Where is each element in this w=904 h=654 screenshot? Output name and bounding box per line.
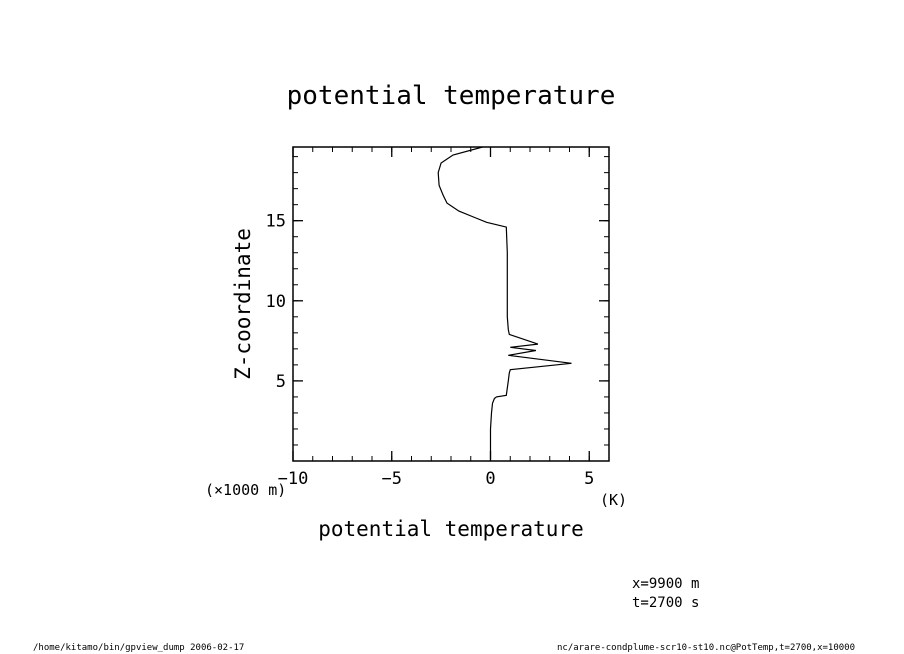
y-tick-label: 5: [276, 372, 286, 392]
plot-frame: [292, 146, 610, 462]
y-axis-unit: (×1000 m): [205, 481, 286, 499]
x-axis-label: potential temperature: [318, 517, 584, 541]
footer-path-right: nc/arare-condplume-scr10-st10.nc@PotTemp…: [557, 643, 855, 653]
x-tick-label: −10: [278, 469, 309, 489]
minor-ticks: [292, 147, 610, 462]
x-tick-label: −5: [382, 469, 402, 489]
x-tick-label: 0: [485, 469, 495, 489]
y-tick-label: 15: [266, 212, 286, 232]
meta-x: x=9900 m: [632, 576, 699, 592]
y-tick-label: 10: [266, 292, 286, 312]
y-tick-labels: 5 10 15: [266, 212, 286, 392]
major-ticks: [292, 147, 609, 461]
x-axis-unit: (K): [600, 491, 627, 509]
x-tick-label: 5: [584, 469, 594, 489]
series-line: [437, 146, 572, 460]
footer-path-left: /home/kitamo/bin/gpview_dump 2006-02-17: [33, 643, 244, 653]
y-axis-label: Z-coordinate: [231, 228, 255, 380]
chart-title: potential temperature: [287, 81, 616, 111]
x-tick-labels: −10 −5 0 5: [278, 469, 595, 489]
meta-t: t=2700 s: [632, 595, 699, 611]
